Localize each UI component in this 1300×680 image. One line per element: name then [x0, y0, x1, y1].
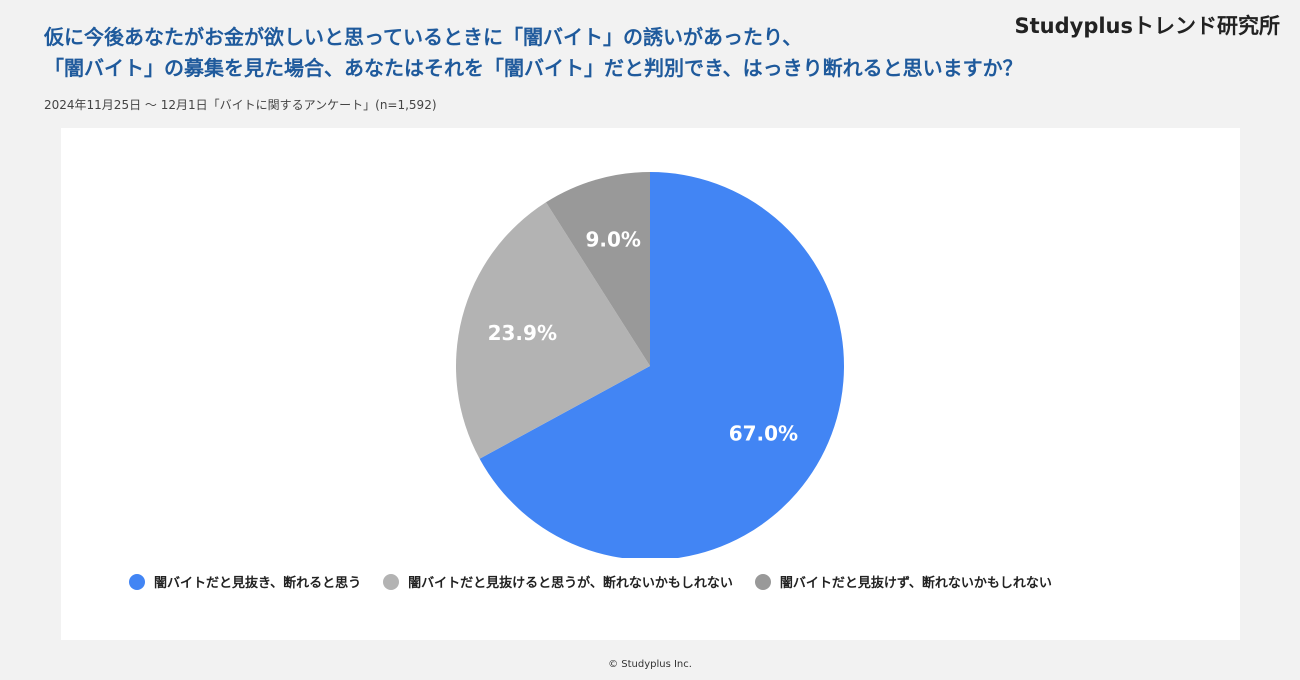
chart-title-line-2: 「闇バイト」の募集を見た場合、あなたはそれを「闇バイト」だと判別でき、はっきり断…: [44, 56, 1023, 80]
legend-label: 闇バイトだと見抜き、断れると思う: [154, 576, 362, 591]
chart-panel: 67.0% 23.9% 9.0% 闇バイトだと見抜き、断れると思う 闇バイトだと見抜…: [61, 128, 1240, 640]
pie-slice: [479, 172, 844, 558]
chart-legend: 闇バイトだと見抜き、断れると思う 闇バイトだと見抜けると思うが、断れないかもしれ…: [129, 572, 1074, 591]
legend-swatch: [383, 573, 400, 590]
slice-data-label: 23.9%: [488, 321, 557, 345]
copyright-notice: © Studyplus Inc.: [608, 659, 692, 670]
legend-item: 闇バイトだと見抜き、断れると思う: [129, 572, 361, 591]
legend-item: 闇バイトだと見抜けると思うが、断れないかもしれない: [383, 572, 733, 591]
legend-swatch: [754, 573, 771, 590]
survey-subtitle: 2024年11月25日 〜 12月1日「バイトに関するアンケート」(n=1,59…: [44, 98, 437, 112]
pie-slice: [545, 172, 650, 366]
legend-swatch: [129, 573, 145, 590]
pie-slice: [455, 202, 650, 459]
slice-data-label: 67.0%: [729, 421, 798, 445]
chart-title-line-1: 仮に今後あなたがお金が欲しいと思っているときに「闇バイト」の誘いがあったり、: [44, 25, 803, 49]
legend-label: 闇バイトだと見抜けず、断れないかもしれない: [779, 576, 1052, 591]
slice-data-label: 9.0%: [585, 227, 640, 251]
pie-chart: 67.0% 23.9% 9.0%: [455, 172, 844, 558]
brand-logo: Studyplusトレンド研究所: [1014, 14, 1280, 38]
legend-item: 闇バイトだと見抜けず、断れないかもしれない: [754, 572, 1052, 591]
legend-label: 闇バイトだと見抜けると思うが、断れないかもしれない: [408, 576, 733, 591]
